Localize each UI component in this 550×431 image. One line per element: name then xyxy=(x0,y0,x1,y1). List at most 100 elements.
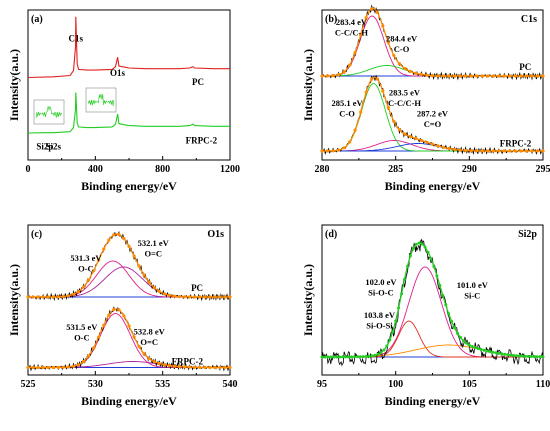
envelope-marker xyxy=(359,110,363,114)
envelope-marker xyxy=(381,89,385,93)
envelope-marker xyxy=(36,365,40,370)
envelope-marker xyxy=(41,365,45,370)
envelope-marker xyxy=(320,74,324,78)
annotation: 531.3 eV xyxy=(70,253,102,263)
envelope-marker xyxy=(400,292,404,296)
envelope-marker xyxy=(491,149,495,153)
envelope-marker xyxy=(198,365,202,369)
envelope-marker xyxy=(31,295,35,299)
series-label: FRPC-2 xyxy=(172,357,204,367)
envelope-marker xyxy=(480,149,484,153)
envelope-marker xyxy=(353,50,357,55)
envelope-marker xyxy=(379,351,383,355)
envelope-marker xyxy=(107,238,111,242)
envelope-marker xyxy=(464,74,468,78)
envelope-marker xyxy=(515,354,518,358)
envelope-marker xyxy=(376,352,380,356)
annotation: 532.8 eV xyxy=(134,327,166,337)
annotation: C-C/C-H xyxy=(335,28,368,38)
x-axis-title: Binding energy/eV xyxy=(385,179,481,193)
envelope-marker xyxy=(177,295,182,299)
envelope-marker xyxy=(97,258,101,262)
envelope-marker xyxy=(323,355,327,359)
panel-title: C1s xyxy=(521,14,537,25)
envelope-marker xyxy=(338,355,342,359)
envelope-marker xyxy=(331,74,335,78)
envelope-marker xyxy=(388,338,392,342)
envelope-marker xyxy=(541,149,545,153)
envelope-marker xyxy=(408,69,412,73)
envelope-marker xyxy=(425,140,429,144)
envelope-marker xyxy=(117,308,121,312)
annotation: 102.0 eV xyxy=(365,277,397,287)
envelope-marker xyxy=(386,105,390,110)
annotation: Si-O-C xyxy=(368,288,394,298)
envelope-marker xyxy=(429,257,433,261)
envelope-marker xyxy=(132,335,136,339)
envelope-marker xyxy=(529,355,533,358)
envelope-marker xyxy=(71,364,76,368)
envelope-marker xyxy=(188,365,192,369)
envelope-marker xyxy=(320,355,324,359)
envelope-marker xyxy=(361,355,365,359)
panel-c: 525 530 535 540 Binding energy/eV Intensity(a… xyxy=(7,224,238,408)
envelope-marker xyxy=(541,355,545,359)
panel-label: (c) xyxy=(31,229,42,240)
annotation: 285.1 eV xyxy=(331,98,363,108)
envelope-marker xyxy=(87,354,91,358)
envelope-marker xyxy=(325,74,330,78)
envelope-marker xyxy=(480,74,484,78)
envelope-marker xyxy=(456,331,459,335)
envelope-marker xyxy=(92,346,96,350)
envelope-marker xyxy=(447,74,451,78)
annotation: 283.5 eV xyxy=(389,88,421,98)
envelope-marker xyxy=(208,295,212,299)
envelope-marker xyxy=(142,352,146,356)
envelope-marker xyxy=(530,74,534,78)
x-tick-label: 530 xyxy=(88,379,103,390)
envelope-marker xyxy=(152,360,156,364)
envelope-marker xyxy=(430,74,435,78)
envelope-marker xyxy=(364,90,368,94)
annotation: 283.4 eV xyxy=(336,17,368,27)
envelope-marker xyxy=(92,269,96,273)
annotation: C-C/C-H xyxy=(388,98,421,108)
x-tick-label: 100 xyxy=(388,379,403,390)
envelope-marker xyxy=(417,241,421,245)
x-axis-title: Binding energy/eV xyxy=(385,394,481,408)
panel-label: (b) xyxy=(325,14,337,25)
envelope-marker xyxy=(432,265,436,269)
envelope-marker xyxy=(491,350,495,354)
envelope-marker xyxy=(358,355,362,359)
envelope-marker xyxy=(167,293,171,297)
envelope-marker xyxy=(71,292,76,296)
envelope-marker xyxy=(61,365,65,369)
x-tick-label: 525 xyxy=(21,379,36,390)
annotation: Si2p xyxy=(36,142,53,152)
envelope-marker xyxy=(458,148,462,152)
x-tick-label: 800 xyxy=(155,164,170,175)
envelope-marker xyxy=(326,355,330,359)
envelope-marker xyxy=(137,344,141,349)
envelope-marker xyxy=(453,74,457,78)
annotation: O1s xyxy=(110,68,126,78)
envelope-marker xyxy=(414,136,418,141)
envelope-marker xyxy=(473,346,477,350)
envelope-marker xyxy=(508,149,512,153)
annotation: 101.0 eV xyxy=(457,280,489,290)
x-tick-label: 535 xyxy=(155,379,170,390)
envelope-marker xyxy=(397,62,401,66)
envelope-marker xyxy=(491,74,495,78)
envelope-marker xyxy=(513,74,518,78)
envelope-marker xyxy=(513,149,518,153)
envelope-marker xyxy=(535,74,540,78)
envelope-marker xyxy=(470,345,474,348)
plot-frame xyxy=(321,224,544,376)
envelope-marker xyxy=(397,306,401,310)
envelope-marker xyxy=(76,363,81,367)
envelope-marker xyxy=(331,149,335,153)
envelope-marker xyxy=(370,354,374,358)
envelope-marker xyxy=(375,77,379,81)
envelope-marker xyxy=(535,355,539,359)
